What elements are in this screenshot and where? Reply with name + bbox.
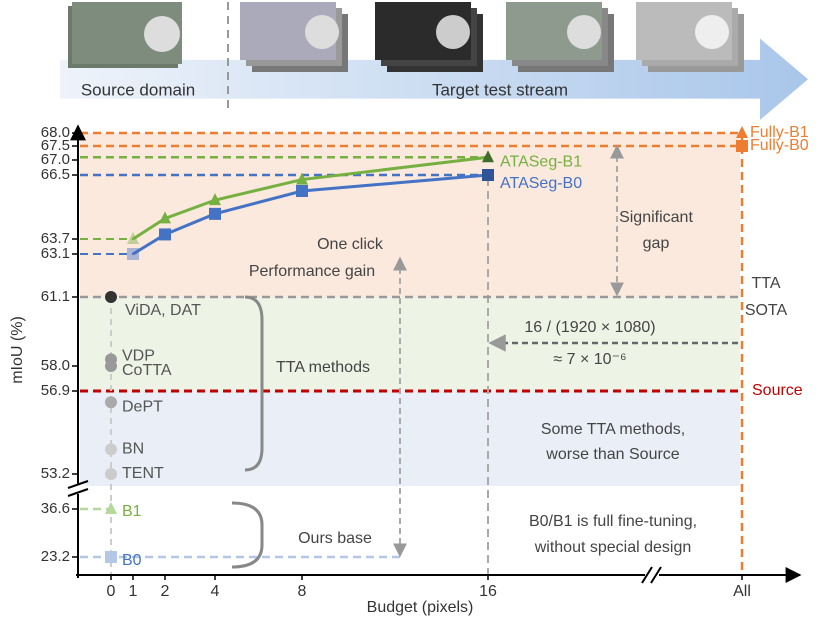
x-tick-label: 16 (479, 583, 497, 600)
marker (209, 207, 221, 220)
marker (127, 248, 139, 260)
marker (159, 228, 171, 241)
point-label: B1 (122, 503, 142, 520)
point-label: BN (122, 441, 144, 458)
marker (159, 211, 171, 224)
point-label: B0 (122, 552, 142, 569)
marker (105, 396, 117, 409)
point-label: Fully-B0 (750, 137, 809, 154)
x-tick-label: All (733, 583, 751, 600)
x-tick-label: 1 (129, 583, 138, 600)
y-tick-label: 68.0 (41, 124, 70, 141)
point-label: DePT (122, 398, 163, 415)
stream-arrow (60, 38, 808, 120)
x-axis-title: Budget (pixels) (367, 599, 474, 616)
target-stream: Target test stream (432, 80, 568, 99)
marker (736, 126, 748, 138)
y-tick-label: 66.5 (41, 166, 70, 183)
point-label: TENT (122, 465, 164, 482)
annotation: worse than Source (545, 446, 680, 463)
marker (105, 551, 117, 563)
y-tick-label: 63.7 (41, 230, 70, 247)
annotation: One click (317, 236, 384, 253)
annotation: Performance gain (249, 263, 375, 280)
x-tick-label: 0 (107, 583, 116, 600)
x-tick-label: 8 (298, 583, 307, 600)
x-tick-label: 4 (211, 583, 220, 600)
marker (209, 193, 221, 206)
x-tick-label: 2 (161, 583, 170, 600)
domain-images (68, 2, 744, 72)
series-label: ATASeg-B0 (500, 175, 582, 192)
annotation: ≈ 7 × 10⁻⁶ (553, 351, 626, 368)
y-tick-label: 67.0 (41, 151, 70, 168)
point-label: VDP (122, 348, 155, 365)
y-tick-label: 53.2 (41, 465, 70, 482)
region-worse (80, 391, 740, 486)
annotation: without special design (534, 539, 692, 556)
annotation: Significant (619, 209, 693, 226)
point-label: ViDA, DAT (125, 302, 201, 319)
axis-break (67, 480, 89, 497)
marker (127, 232, 139, 244)
point-label: Fully-B1 (750, 124, 809, 141)
y-tick-label: 63.1 (41, 245, 70, 262)
y-tick-label: 61.1 (41, 288, 70, 305)
marker (482, 169, 494, 181)
marker (736, 140, 748, 152)
marker (105, 360, 117, 372)
y-tick-label: 67.5 (41, 137, 70, 154)
bracket (244, 295, 264, 472)
marker (296, 185, 308, 197)
annotation: Ours base (298, 530, 372, 547)
region-gap (80, 133, 740, 297)
marker (296, 172, 308, 185)
annotation: gap (643, 235, 670, 252)
annotation: 16 / (1920 × 1080) (524, 319, 655, 336)
y-tick-label: 23.2 (41, 548, 70, 565)
axis-break (641, 566, 662, 584)
y-tick-label: 58.0 (41, 357, 70, 374)
marker (105, 291, 117, 303)
marker (105, 443, 117, 456)
y-axis-title: mIoU (%) (9, 316, 26, 384)
annotation: TTA methods (276, 359, 370, 376)
annotation: SOTA (745, 302, 788, 319)
annotation: B0/B1 is full fine-tuning, (529, 513, 697, 530)
source-label: Source (752, 382, 803, 399)
source-domain: Source domain (81, 80, 195, 99)
axis-break (70, 484, 86, 494)
series-label: ATASeg-B1 (500, 153, 582, 170)
y-tick-label: 56.9 (41, 382, 70, 399)
point-label: CoTTA (122, 362, 172, 379)
marker (482, 150, 494, 163)
annotation: TTA (751, 275, 780, 292)
bracket (231, 501, 264, 569)
region-tta (80, 297, 740, 391)
annotation: Some TTA methods, (541, 421, 685, 438)
marker (105, 468, 117, 480)
marker (105, 502, 117, 514)
y-tick-label: 36.6 (41, 500, 70, 517)
